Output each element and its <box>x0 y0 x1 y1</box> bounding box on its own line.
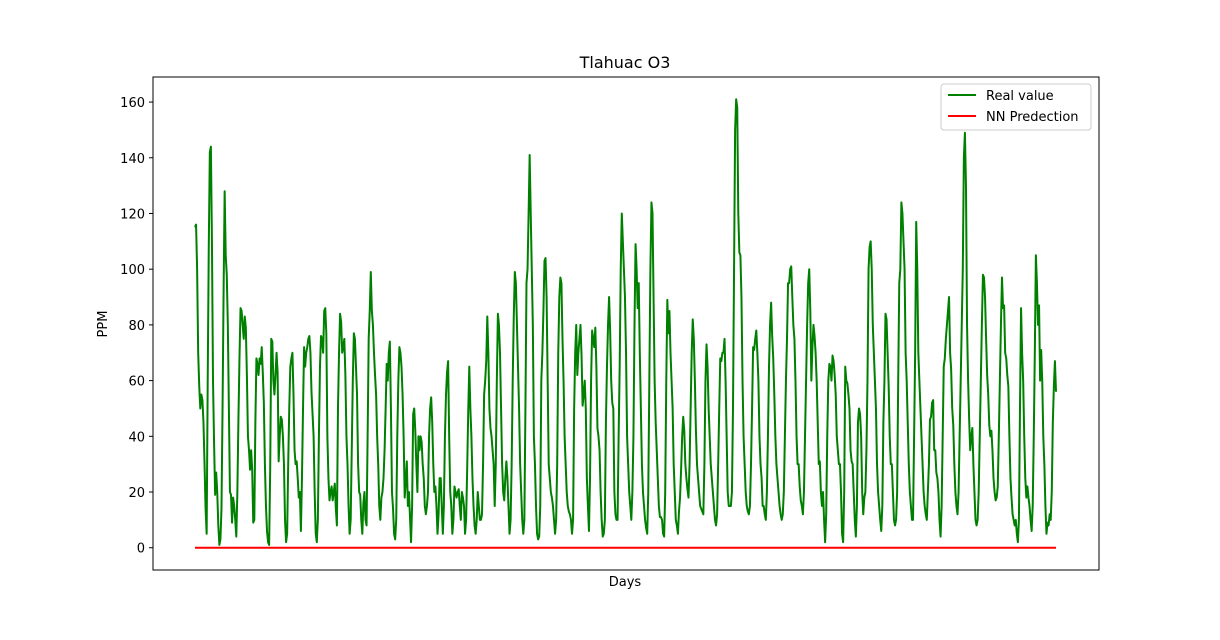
chart-title: Tlahuac O3 <box>579 53 671 72</box>
y-axis: 0 20 40 60 80 100 120 140 160 <box>120 96 153 557</box>
legend: Real value NN Predection <box>940 83 1092 131</box>
y-axis-label: PPM <box>96 311 111 338</box>
series-line-real-value <box>194 98 1057 546</box>
y-tick-label: 0 <box>137 542 145 557</box>
y-tick-label: 80 <box>128 319 145 334</box>
plot-area <box>194 98 1057 549</box>
y-tick-label: 60 <box>128 375 145 390</box>
legend-box <box>940 83 1092 131</box>
y-tick-label: 140 <box>120 152 145 167</box>
y-tick-label: 160 <box>120 96 145 111</box>
y-tick-label: 20 <box>128 486 145 501</box>
y-tick-label: 120 <box>120 207 145 222</box>
y-tick-label: 40 <box>128 430 145 445</box>
legend-label-nn-prediction: NN Predection <box>986 110 1079 125</box>
x-axis-label: Days <box>609 575 642 590</box>
legend-label-real-value: Real value <box>986 89 1054 104</box>
y-tick-label: 100 <box>120 263 145 278</box>
plot-frame <box>152 76 1100 571</box>
